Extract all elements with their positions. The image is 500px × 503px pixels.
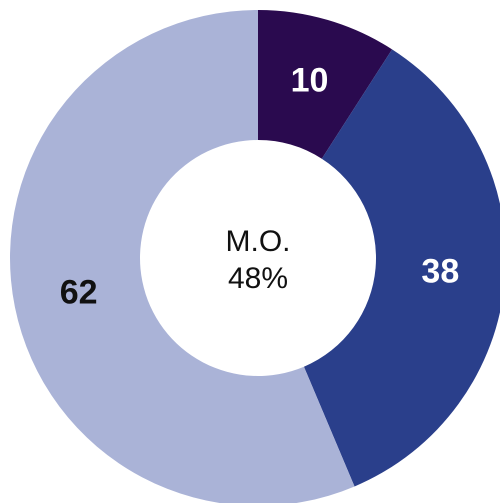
- center-value: 48%: [228, 262, 288, 295]
- slice: [10, 10, 355, 503]
- slice-label: 62: [60, 273, 98, 311]
- slice-label: 10: [291, 61, 329, 99]
- center-title: M.O.: [226, 225, 291, 258]
- slices: [10, 10, 500, 503]
- slice-label: 38: [421, 253, 459, 291]
- slice: [303, 49, 500, 487]
- slice: [258, 10, 393, 159]
